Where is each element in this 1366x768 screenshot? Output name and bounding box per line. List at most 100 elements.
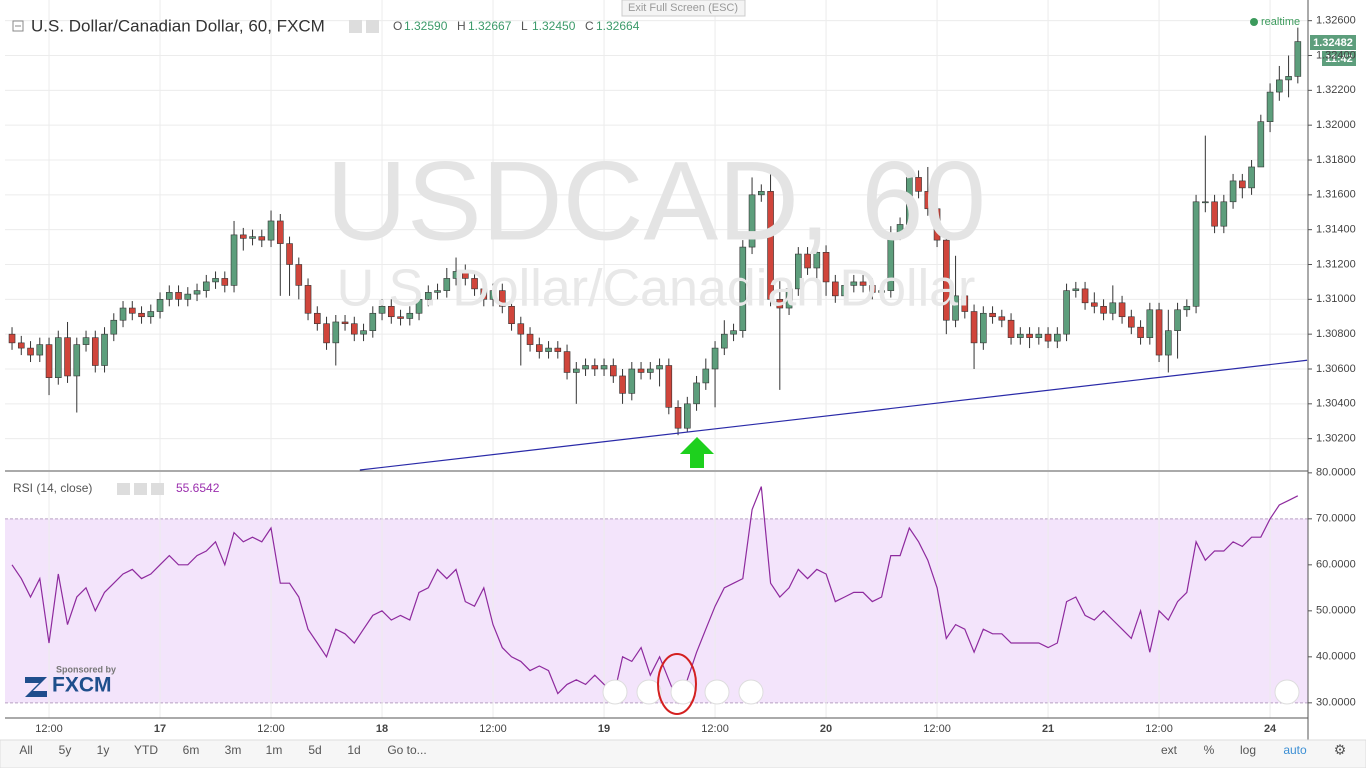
- candle-body: [711, 347, 719, 370]
- x-tick-label: 18: [376, 723, 388, 735]
- toolbar-button[interactable]: ext: [1161, 743, 1178, 757]
- candle-body: [822, 252, 830, 283]
- candle-body: [998, 316, 1006, 321]
- toolbar-button[interactable]: YTD: [134, 743, 158, 757]
- candle-body: [906, 177, 913, 225]
- settings-icon[interactable]: [151, 483, 164, 495]
- y-tick-label: 1.31200: [1316, 258, 1356, 270]
- exit-fullscreen-button[interactable]: [621, 0, 746, 17]
- bottom-toolbar: [0, 739, 1366, 768]
- nav-button[interactable]: [670, 679, 696, 705]
- nav-buttons: [602, 679, 1300, 705]
- candle-body: [184, 293, 192, 300]
- settings-icon[interactable]: [134, 483, 147, 495]
- settings-icon[interactable]: [349, 20, 362, 33]
- x-tick-label: 12:00: [257, 723, 285, 735]
- candle-body: [212, 278, 219, 283]
- ohlc-value: 1.32450: [532, 19, 576, 33]
- candle-body: [1044, 333, 1052, 342]
- settings-icon[interactable]: [366, 20, 379, 33]
- toolbar-button[interactable]: %: [1204, 743, 1215, 757]
- candle-body: [101, 333, 108, 366]
- y-tick-label: 1.32600: [1316, 15, 1356, 27]
- y-tick-label: 1.30400: [1316, 398, 1356, 410]
- candle-body: [563, 351, 571, 373]
- toolbar-button[interactable]: 1m: [266, 743, 283, 757]
- candle-body: [397, 316, 404, 319]
- nav-button[interactable]: [1274, 679, 1300, 705]
- candle-body: [452, 271, 460, 279]
- candle-body: [915, 177, 922, 192]
- candle-body: [1035, 333, 1043, 338]
- rsi-line: [11, 486, 1299, 705]
- nav-button[interactable]: [704, 679, 730, 705]
- watermark-name: U.S. Dollar/Canadian Dollar: [337, 260, 976, 318]
- toolbar-button[interactable]: auto: [1283, 743, 1307, 757]
- settings-icon[interactable]: [117, 483, 130, 495]
- nav-button[interactable]: [738, 679, 764, 705]
- rsi-band: [5, 518, 1308, 703]
- candle-body: [1257, 121, 1265, 168]
- candle-body: [665, 365, 673, 408]
- toolbar-button[interactable]: 1y: [97, 743, 110, 757]
- candle-body: [175, 292, 182, 300]
- toolbar-button[interactable]: 3m: [225, 743, 242, 757]
- toolbar-button[interactable]: 5y: [59, 743, 72, 757]
- time-tag-label: 11:42: [1325, 53, 1353, 65]
- candle-body: [526, 333, 534, 345]
- candle-body: [572, 368, 580, 373]
- candle-body: [850, 281, 858, 286]
- candle-body: [1202, 201, 1209, 204]
- candle-body: [434, 290, 441, 293]
- candle-body: [73, 344, 81, 377]
- candle-body: [1211, 201, 1218, 227]
- y-tick-label: 70.0000: [1316, 513, 1356, 525]
- candle-body: [1165, 330, 1172, 356]
- x-tick-label: 12:00: [701, 723, 729, 735]
- candle-body: [27, 347, 34, 356]
- toolbar-button[interactable]: All: [19, 743, 32, 757]
- y-tick-label: 1.30800: [1316, 328, 1356, 340]
- candle-body: [702, 368, 710, 384]
- candle-body: [1174, 309, 1181, 331]
- candle-body: [286, 243, 293, 265]
- candle-body: [970, 311, 978, 344]
- candle-body: [730, 330, 737, 335]
- candle-body: [332, 321, 340, 344]
- sponsor-logo-mark: [25, 677, 47, 697]
- collapse-icon[interactable]: [12, 20, 24, 32]
- toolbar-button[interactable]: Go to...: [387, 743, 426, 757]
- settings-gear[interactable]: ⚙: [1334, 742, 1347, 758]
- candle-body: [471, 278, 478, 290]
- candle-body: [239, 234, 247, 239]
- candle-body: [610, 365, 617, 377]
- y-tick-label: 80.0000: [1316, 467, 1356, 479]
- exit-fullscreen-label[interactable]: Exit Full Screen (ESC): [628, 2, 738, 14]
- candle-body: [415, 299, 423, 314]
- y-tick-label: 1.31400: [1316, 224, 1356, 236]
- candle-body: [1183, 305, 1191, 311]
- toolbar-button[interactable]: 1d: [347, 743, 360, 757]
- candle-body: [943, 239, 950, 321]
- nav-button[interactable]: [636, 679, 662, 705]
- candle-body: [1146, 309, 1154, 338]
- candle-body: [313, 312, 321, 325]
- candle-body: [1239, 180, 1246, 189]
- x-tick-label: 20: [820, 723, 832, 735]
- candle-body: [989, 312, 996, 318]
- x-tick-label: 12:00: [1145, 723, 1173, 735]
- y-tick-label: 1.32400: [1316, 49, 1356, 61]
- candle-body: [785, 288, 793, 309]
- candle-body: [619, 375, 626, 394]
- realtime-label: realtime: [1261, 16, 1300, 28]
- candle-body: [582, 365, 589, 370]
- candle-body: [637, 368, 645, 373]
- toolbar-button[interactable]: 6m: [183, 743, 200, 757]
- toolbar-button[interactable]: log: [1240, 743, 1256, 757]
- candle-body: [591, 365, 599, 370]
- candle-body: [498, 290, 506, 307]
- candle-body: [1054, 333, 1061, 342]
- nav-button[interactable]: [602, 679, 628, 705]
- toolbar-button[interactable]: 5d: [308, 743, 321, 757]
